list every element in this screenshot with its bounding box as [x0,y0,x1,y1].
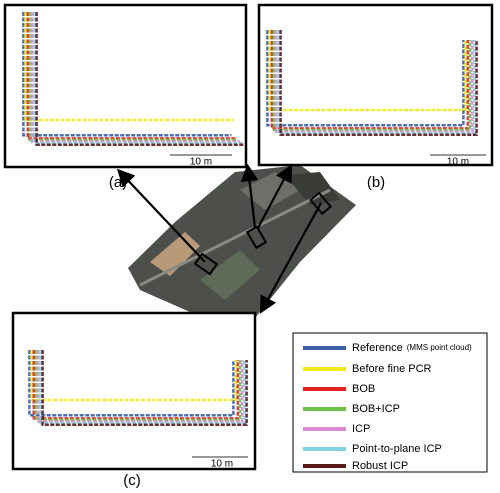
point-cloud-trace [277,30,476,135]
point-cloud-trace [26,12,236,140]
point-cloud-trace [272,30,472,132]
legend-note: (MMS point cloud) [407,343,472,352]
scale-label: 10 m [447,157,469,168]
point-cloud-trace [28,12,238,142]
panel-label: (a) [109,174,127,191]
legend-label: Robust ICP [352,460,408,472]
legend-label: Point-to-plane ICP [352,443,442,455]
legend-label: Before fine PCR [352,363,432,375]
point-cloud-trace [36,350,244,423]
point-cloud-trace [24,12,234,122]
point-cloud-trace [39,350,246,425]
legend-label: Reference [352,342,403,354]
scale-label: 10 m [211,459,233,470]
legend-label: BOB [352,383,375,395]
panel-b-frame [257,3,494,167]
point-cloud-trace [41,350,248,427]
legend-label: BOB+ICP [352,403,400,415]
point-cloud-trace [268,30,467,112]
legend-label: ICP [352,423,370,435]
point-cloud-trace [279,30,478,137]
panel-label: (b) [367,174,385,191]
point-cloud-traces [22,12,478,427]
point-cloud-trace [32,350,240,420]
point-cloud-trace [30,12,241,143]
arrows [116,163,322,314]
point-cloud-trace [30,350,237,402]
point-cloud-trace [270,30,470,130]
point-cloud-trace [22,12,232,137]
point-cloud-trace [28,350,235,417]
scale-label: 10 m [190,157,212,168]
point-cloud-trace [274,30,474,133]
panel-c-frame [11,311,257,471]
point-cloud-trace [266,30,465,127]
legend: Reference (MMS point cloud) Before fine PC… [303,342,472,472]
point-cloud-trace [34,350,242,422]
panel-label: (c) [123,472,141,489]
point-cloud-trace [35,12,245,147]
scale-bars [170,154,486,458]
aerial-image [128,165,356,318]
point-cloud-trace [33,12,243,145]
